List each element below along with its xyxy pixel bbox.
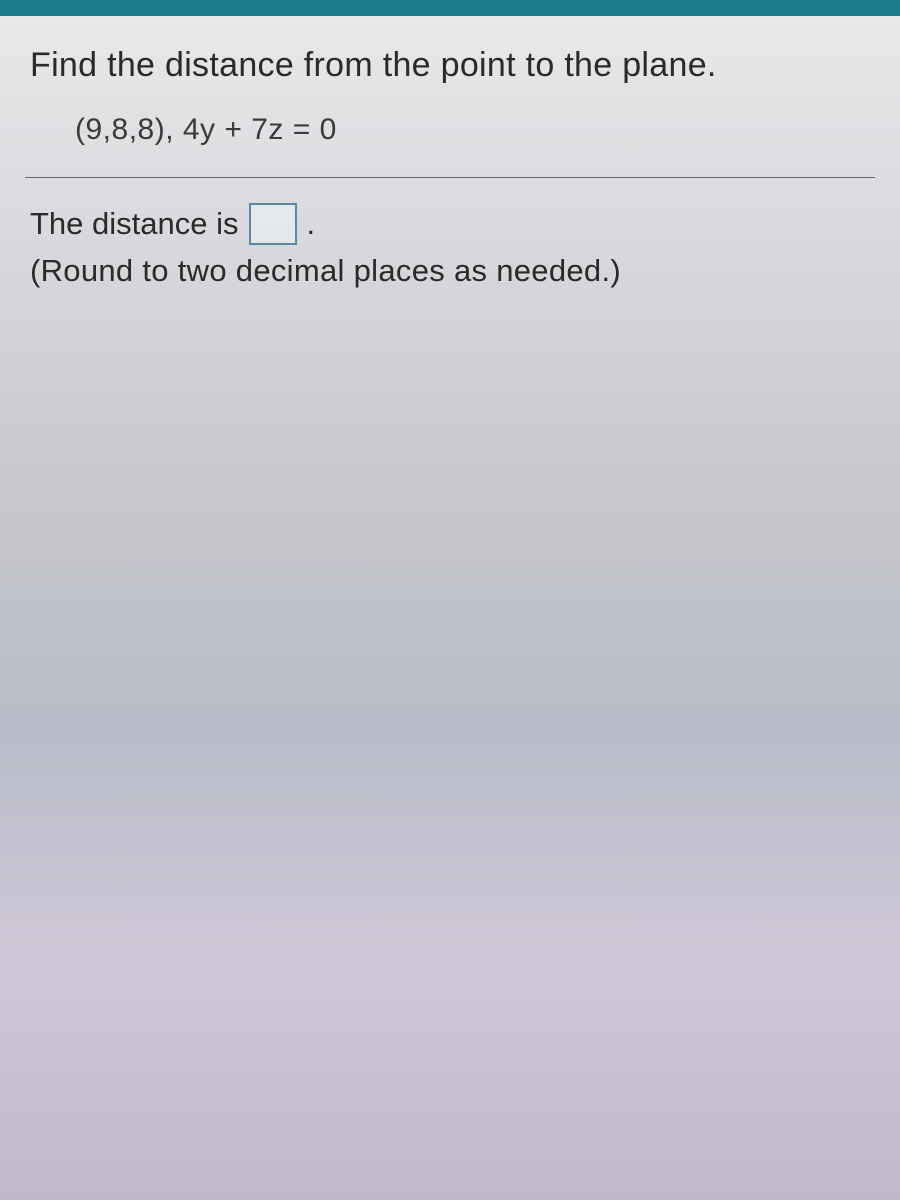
question-given-data: (9,8,8), 4y + 7z = 0 [75, 113, 875, 147]
section-divider [25, 177, 875, 178]
answer-label: The distance is [30, 206, 239, 242]
question-prompt: Find the distance from the point to the … [30, 46, 875, 85]
question-content: Find the distance from the point to the … [0, 16, 900, 1200]
rounding-instruction: (Round to two decimal places as needed.) [30, 253, 875, 289]
sentence-period: . [307, 206, 316, 242]
distance-input[interactable] [249, 203, 297, 245]
window-titlebar [0, 0, 900, 16]
answer-row: The distance is . [30, 203, 875, 245]
